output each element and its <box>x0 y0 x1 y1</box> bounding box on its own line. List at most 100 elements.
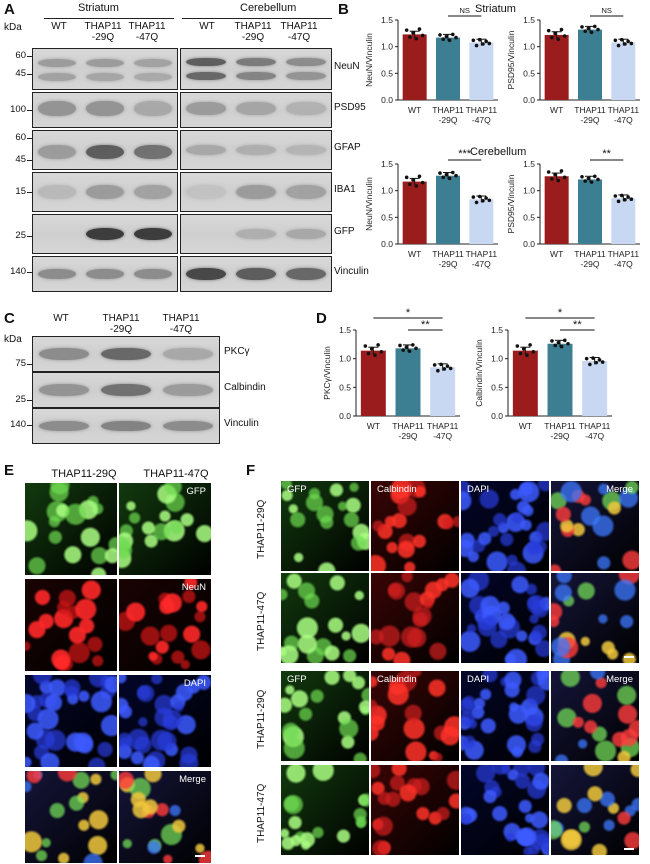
x-tick-label: -47Q <box>585 431 604 441</box>
x-tick-label: THAP11 <box>579 421 611 431</box>
f-image-dapi: DAPI <box>460 480 550 572</box>
f-image-dapi <box>460 572 550 664</box>
data-point <box>471 195 476 199</box>
data-point <box>411 31 415 35</box>
e-image-merge: Merge <box>118 770 212 864</box>
blot-band <box>236 72 276 81</box>
blot-label-gfap: GFAP <box>334 142 361 153</box>
blot-band <box>133 228 173 240</box>
bar-THAP11-47Q <box>611 198 636 244</box>
striatum-blot-psd95 <box>32 92 178 128</box>
data-point <box>408 35 412 39</box>
data-point <box>451 170 455 175</box>
x-tick-label: THAP11 <box>392 421 424 431</box>
mw-marker: 15 <box>15 186 26 197</box>
blot-band <box>39 384 89 396</box>
kda-label-a: kDa <box>4 22 22 33</box>
blot-band <box>286 229 326 239</box>
data-point <box>550 177 554 181</box>
data-point <box>563 338 567 343</box>
channel-label: Calbindin <box>377 484 417 495</box>
panel-label-a: A <box>4 1 15 18</box>
data-point <box>515 344 520 348</box>
data-point <box>379 349 384 354</box>
data-point <box>616 199 621 204</box>
mw-tick <box>27 110 32 111</box>
blot-band <box>163 348 213 360</box>
y-tick-label: 0.5 <box>381 212 393 222</box>
channel-label: NeuN <box>181 582 206 593</box>
y-tick-label: 1.0 <box>523 186 535 196</box>
data-point <box>404 28 409 32</box>
cerebellum-header: Cerebellum <box>240 2 297 14</box>
mw-tick <box>27 364 32 365</box>
data-point <box>597 358 602 362</box>
scale-bar <box>624 848 634 850</box>
scale-bar <box>195 855 205 857</box>
data-point <box>583 29 587 33</box>
e-col-29q: THAP11-29Q <box>51 468 117 480</box>
blot-band <box>85 59 125 67</box>
data-point <box>484 196 488 200</box>
blot-band <box>186 101 226 116</box>
y-tick-label: 1.5 <box>381 15 393 25</box>
mw-marker: 60 <box>15 50 26 61</box>
y-axis-label: NeuN/Vinculin <box>364 33 374 87</box>
blot-band <box>133 145 173 159</box>
e-image-dapi <box>24 674 118 768</box>
data-point <box>448 366 453 371</box>
mw-tick <box>27 138 32 139</box>
bar-THAP11-47Q <box>469 42 494 100</box>
blot-band <box>133 59 173 67</box>
panel-label-b: B <box>338 1 349 18</box>
data-point <box>398 343 402 348</box>
f-image-gfp <box>280 572 370 664</box>
striatum-blot-vinculin <box>32 256 178 292</box>
blot-band <box>186 145 226 155</box>
cerebellum-blot-gfp <box>180 214 332 254</box>
x-tick-label: WT <box>367 421 380 431</box>
data-point <box>559 27 564 32</box>
data-point <box>562 175 567 180</box>
y-axis-label: PSD95/Vinculin <box>506 174 516 233</box>
striatum-blot-neun <box>32 48 178 90</box>
f-image-merge <box>550 572 640 664</box>
f-image-calbindin <box>370 764 460 856</box>
blot-band <box>236 229 276 239</box>
data-point <box>589 30 594 35</box>
x-tick-label: WT <box>408 249 421 259</box>
cerebellum-blot-gfap <box>180 130 332 170</box>
x-tick-label: THAP11 <box>432 249 464 259</box>
x-tick-label: -47Q <box>472 115 491 125</box>
data-point <box>586 26 591 31</box>
f-image-dapi: DAPI <box>460 670 550 762</box>
blot-band <box>286 101 326 116</box>
blot-band <box>163 384 213 396</box>
blot-label-vinculin: Vinculin <box>334 266 369 277</box>
data-point <box>623 197 627 202</box>
blot-label-psd95: PSD95 <box>334 102 366 113</box>
f-image-calbindin: Calbindin <box>370 670 460 762</box>
x-tick-label: -29Q <box>439 115 458 125</box>
mw-tick <box>27 400 32 401</box>
data-point <box>619 193 624 198</box>
data-point <box>411 343 415 347</box>
x-tick-label: WT <box>519 421 532 431</box>
blot-band <box>163 420 213 432</box>
data-point <box>363 344 368 348</box>
blot-label-gfp: GFP <box>334 226 355 237</box>
x-tick-label: THAP11 <box>466 249 498 259</box>
x-tick-label: THAP11 <box>427 421 459 431</box>
data-point <box>562 34 567 38</box>
blot-band <box>101 420 151 432</box>
f-image-merge <box>550 764 640 856</box>
f-image-calbindin: Calbindin <box>370 480 460 572</box>
data-point <box>596 177 600 182</box>
bar-THAP11-29Q <box>547 343 573 416</box>
blot-band <box>85 145 125 159</box>
f-row-label: THAP11-29Q <box>256 689 267 749</box>
y-tick-label: 1.0 <box>523 42 535 52</box>
bar-THAP11-29Q <box>395 348 421 416</box>
channel-label: GFP <box>186 486 206 497</box>
data-point <box>487 41 492 46</box>
